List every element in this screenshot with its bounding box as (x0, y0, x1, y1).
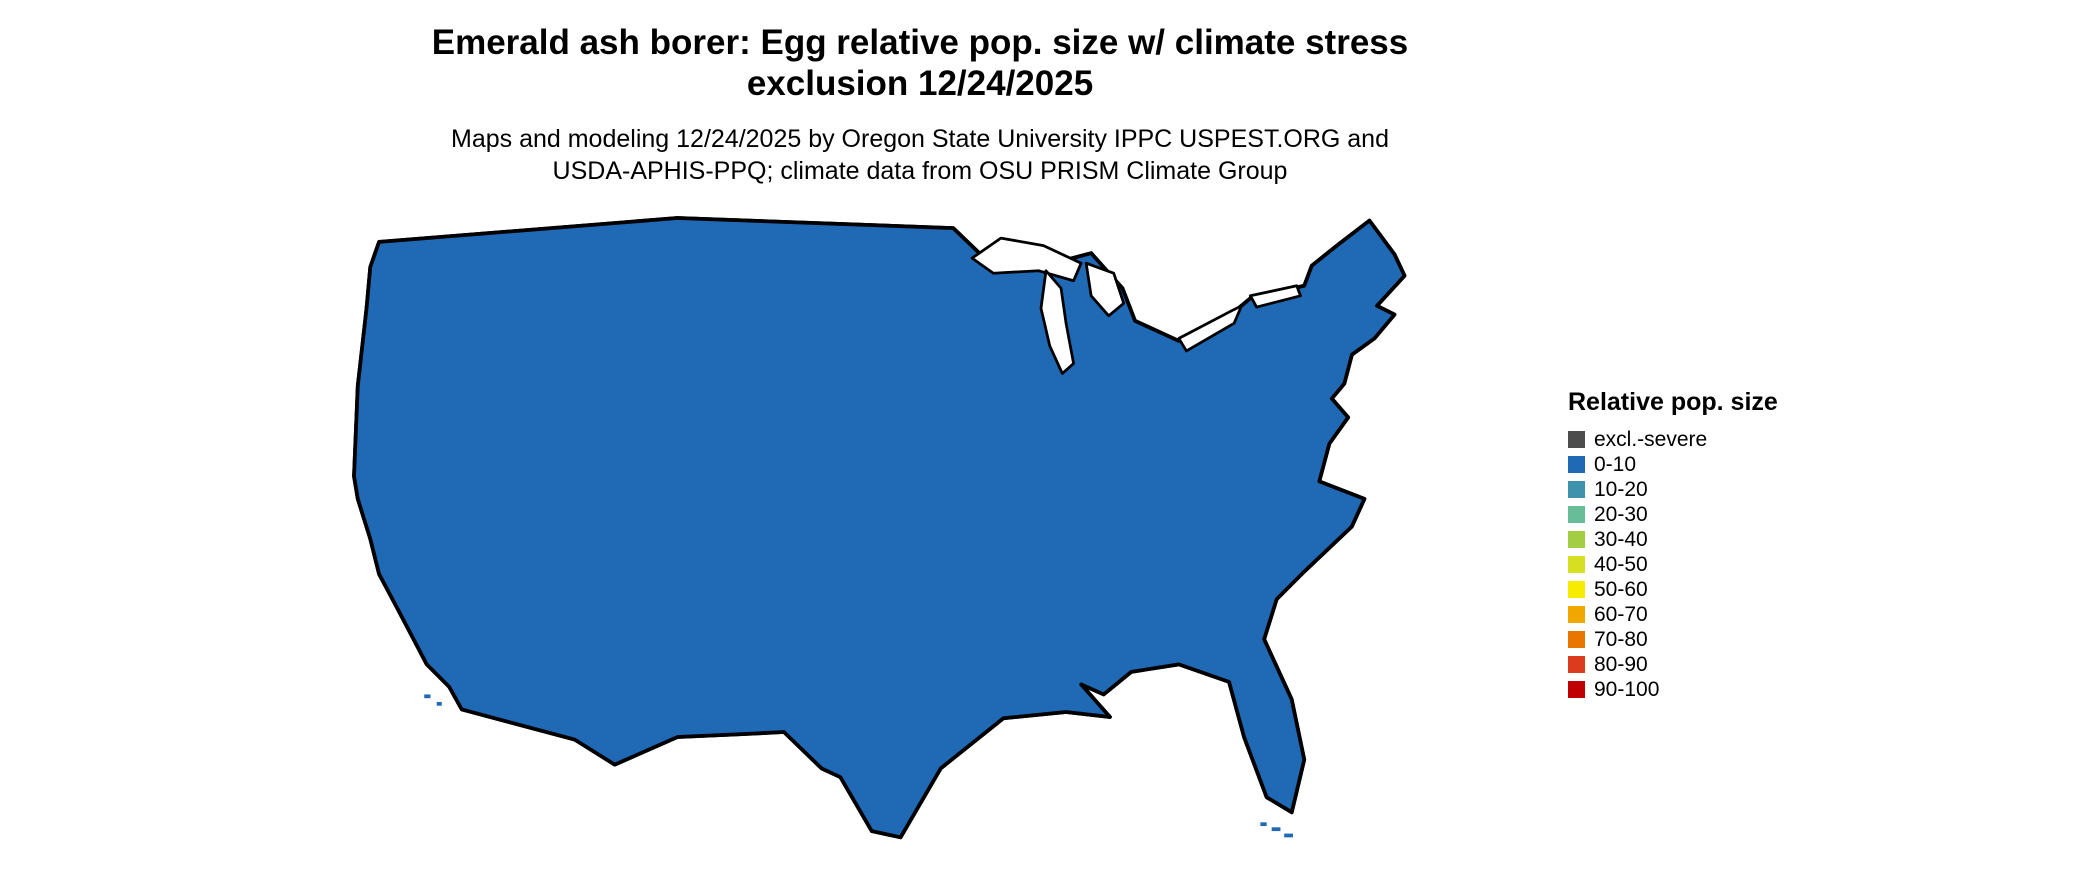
legend-row: 70-80 (1568, 627, 1828, 652)
legend-swatch-excl-severe (1568, 431, 1585, 448)
subtitle-block: Maps and modeling 12/24/2025 by Oregon S… (320, 123, 1520, 188)
legend-row: 80-90 (1568, 652, 1828, 677)
legend-label: 70-80 (1594, 628, 1648, 651)
legend-swatch-70-80 (1568, 631, 1585, 648)
map-title-line2: exclusion 12/24/2025 (746, 64, 1094, 104)
legend-swatch-20-30 (1568, 506, 1585, 523)
lake-michigan (1039, 269, 1075, 375)
legend-swatch-60-70 (1568, 606, 1585, 623)
legend-swatch-30-40 (1568, 531, 1585, 548)
legend-row: 50-60 (1568, 577, 1828, 602)
map-title-line1: Emerald ash borer: Egg relative pop. siz… (431, 23, 1409, 62)
map-subtitle-line2: USDA-APHIS-PPQ; climate data from OSU PR… (552, 157, 1288, 186)
title-block: Emerald ash borer: Egg relative pop. siz… (320, 22, 1520, 188)
map-area (300, 198, 1525, 890)
legend-swatch-80-90 (1568, 656, 1585, 673)
legend-row: excl.-severe (1568, 427, 1828, 452)
us-map (352, 216, 1407, 840)
great-lakes (970, 236, 1302, 375)
lake-erie (1177, 304, 1243, 353)
legend-swatch-0-10 (1568, 456, 1585, 473)
florida-keys (424, 694, 1293, 838)
lake-superior (970, 236, 1083, 283)
legend-row: 60-70 (1568, 602, 1828, 627)
legend-swatch-50-60 (1568, 581, 1585, 598)
us-outline-stroke (352, 216, 1407, 840)
legend-row: 10-20 (1568, 477, 1828, 502)
legend-label: 90-100 (1594, 678, 1660, 701)
legend-swatch-90-100 (1568, 681, 1585, 698)
map-subtitle-line1: Maps and modeling 12/24/2025 by Oregon S… (451, 124, 1389, 153)
legend-row: 40-50 (1568, 552, 1828, 577)
legend-label: 0-10 (1594, 453, 1637, 476)
lake-huron (1084, 261, 1126, 318)
legend-label: 80-90 (1594, 653, 1648, 676)
legend-label: 50-60 (1594, 578, 1648, 601)
legend: Relative pop. size excl.-severe 0-10 10-… (1568, 388, 1828, 702)
legend-title: Relative pop. size (1568, 388, 1778, 416)
legend-label: 60-70 (1594, 603, 1648, 626)
legend-swatch-10-20 (1568, 481, 1585, 498)
legend-label: excl.-severe (1594, 428, 1708, 451)
legend-row: 90-100 (1568, 677, 1828, 702)
legend-label: 30-40 (1594, 528, 1648, 551)
legend-row: 20-30 (1568, 502, 1828, 527)
legend-row: 0-10 (1568, 452, 1828, 477)
legend-label: 20-30 (1594, 503, 1648, 526)
legend-swatch-40-50 (1568, 556, 1585, 573)
legend-label: 10-20 (1594, 478, 1648, 501)
legend-row: 30-40 (1568, 527, 1828, 552)
lake-ontario (1248, 284, 1302, 309)
legend-label: 40-50 (1594, 553, 1648, 576)
